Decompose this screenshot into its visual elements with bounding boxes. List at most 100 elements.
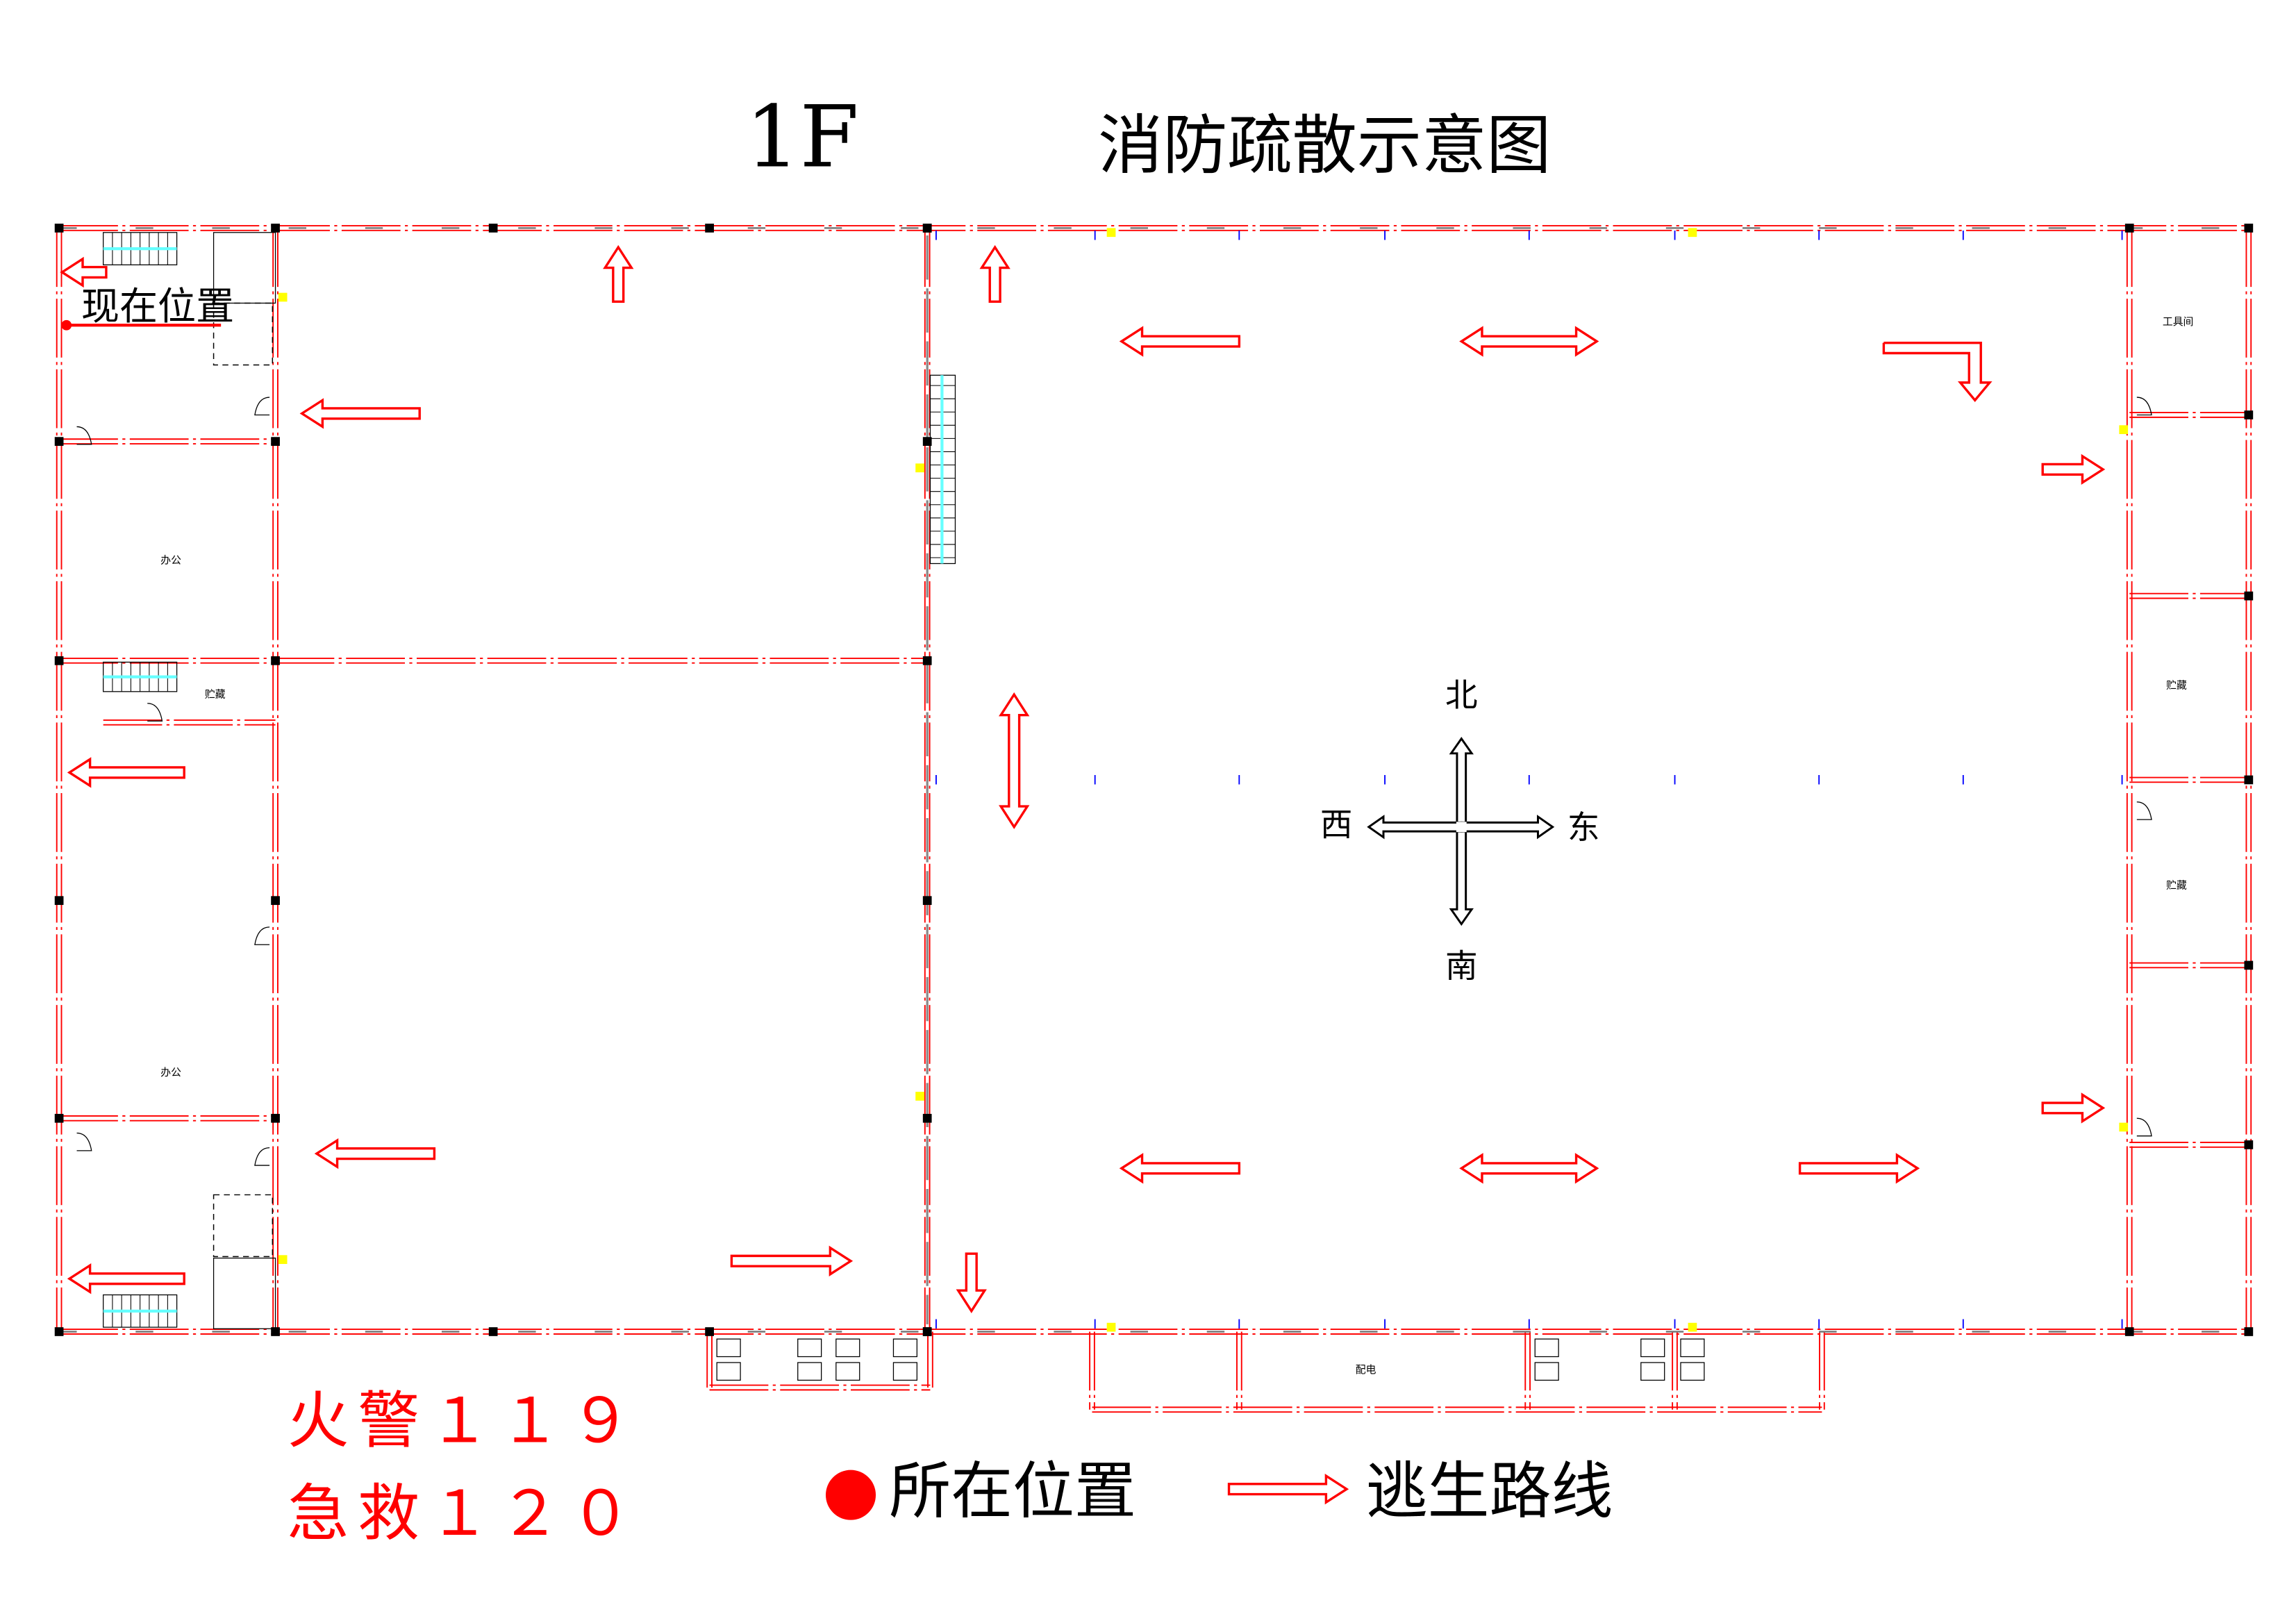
marker-icon: I xyxy=(934,772,938,788)
ambulance-hotline: 急救１２０ xyxy=(288,1477,640,1549)
door-marker xyxy=(2119,1122,2129,1132)
marker-icon: I xyxy=(2120,772,2124,788)
toilet-stall-icon xyxy=(835,1362,860,1381)
marker-icon: I xyxy=(1817,228,1821,243)
toilet-stall-icon xyxy=(716,1362,741,1381)
current-location-label: 现在位置 xyxy=(81,284,234,328)
double-arrow-icon xyxy=(999,692,1030,829)
column xyxy=(271,1327,280,1336)
marker-icon: I xyxy=(1527,228,1531,243)
toilet-stall-icon xyxy=(1680,1338,1705,1358)
legend-location-label: 所在位置 xyxy=(889,1455,1136,1527)
marker-icon: I xyxy=(1383,1317,1387,1332)
column xyxy=(922,437,932,446)
arrow-icon xyxy=(1227,1474,1349,1505)
column xyxy=(2124,224,2134,233)
current-location-dot-icon xyxy=(61,319,72,331)
arrow-icon xyxy=(2041,1092,2106,1124)
compass-west: 西 xyxy=(1320,806,1353,843)
column xyxy=(271,896,280,906)
marker-icon: I xyxy=(1673,228,1677,243)
column xyxy=(54,656,64,665)
door-icon xyxy=(2136,801,2152,820)
marker-icon: I xyxy=(1673,772,1677,788)
door-icon xyxy=(254,1147,270,1166)
door-icon xyxy=(147,703,163,722)
door-marker xyxy=(2119,425,2129,435)
marker-icon: I xyxy=(1383,772,1387,788)
door-marker xyxy=(1106,228,1116,238)
door-icon xyxy=(2136,1117,2152,1137)
arrow-icon xyxy=(60,256,108,288)
marker-icon: I xyxy=(2120,1317,2124,1332)
door-icon xyxy=(76,426,92,445)
room-office-1: 办公 xyxy=(160,554,181,566)
column xyxy=(2244,410,2254,419)
toilet-stall-icon xyxy=(716,1338,741,1358)
column xyxy=(271,224,280,233)
toilet-room-icon xyxy=(213,1257,276,1329)
column xyxy=(271,1113,280,1123)
marker-icon: I xyxy=(934,1317,938,1332)
column xyxy=(54,437,64,446)
toilet-stall-icon xyxy=(892,1338,917,1358)
arrow-icon xyxy=(67,1263,185,1295)
column xyxy=(922,1327,932,1336)
marker-icon: I xyxy=(1817,772,1821,788)
door-icon xyxy=(254,926,270,945)
arrow-icon xyxy=(2041,453,2106,485)
marker-icon: I xyxy=(1527,1317,1531,1332)
column xyxy=(922,896,932,906)
marker-icon: I xyxy=(934,228,938,243)
column xyxy=(2124,1327,2134,1336)
column xyxy=(54,224,64,233)
toilet-stall-icon xyxy=(797,1362,822,1381)
toilet-stall-icon xyxy=(835,1338,860,1358)
room-power: 配电 xyxy=(1356,1364,1376,1376)
compass-south: 南 xyxy=(1445,947,1478,985)
marker-icon: I xyxy=(1093,228,1097,243)
door-icon xyxy=(254,397,270,416)
column xyxy=(2244,1140,2254,1149)
column xyxy=(488,224,498,233)
escape-route-arrows xyxy=(60,244,2106,1505)
column xyxy=(2244,775,2254,785)
toilet-stall-icon xyxy=(1534,1338,1559,1358)
marker-icon: I xyxy=(1961,228,1965,243)
marker-icon: I xyxy=(1238,228,1242,243)
room-office-2: 办公 xyxy=(160,1067,181,1079)
room-storage-2: 贮藏 xyxy=(2166,680,2187,692)
column xyxy=(54,1327,64,1336)
double-arrow-icon xyxy=(1459,1153,1599,1184)
column xyxy=(271,656,280,665)
arrow-icon xyxy=(1798,1153,1920,1184)
walls xyxy=(56,225,2252,1413)
arrow-icon xyxy=(314,1138,436,1170)
compass-east: 东 xyxy=(1567,809,1600,847)
column xyxy=(705,1327,714,1336)
column xyxy=(922,1113,932,1123)
column xyxy=(54,896,64,906)
column xyxy=(705,224,714,233)
room-storage-1: 贮藏 xyxy=(205,688,226,700)
arrow-icon xyxy=(67,757,185,788)
door-marker xyxy=(1688,228,1697,238)
arrow-icon xyxy=(730,1245,854,1276)
marker-icon: I xyxy=(1527,772,1531,788)
door-marker xyxy=(278,292,288,302)
fire-hotline: 火警１１９ xyxy=(288,1384,640,1456)
marker-icon: I xyxy=(1238,1317,1242,1332)
marker-icon: I xyxy=(1961,1317,1965,1332)
compass-arrow xyxy=(1460,815,1555,840)
compass-arrow xyxy=(1449,737,1474,829)
compass-center xyxy=(1456,822,1467,833)
column xyxy=(488,1327,498,1336)
door-marker xyxy=(278,1255,288,1265)
toilet-stall-icon xyxy=(797,1338,822,1358)
arrow-icon xyxy=(979,244,1010,303)
legend-location-dot-icon xyxy=(825,1470,876,1520)
marker-icon: I xyxy=(1817,1317,1821,1332)
toilet-stall-icon xyxy=(892,1362,917,1381)
